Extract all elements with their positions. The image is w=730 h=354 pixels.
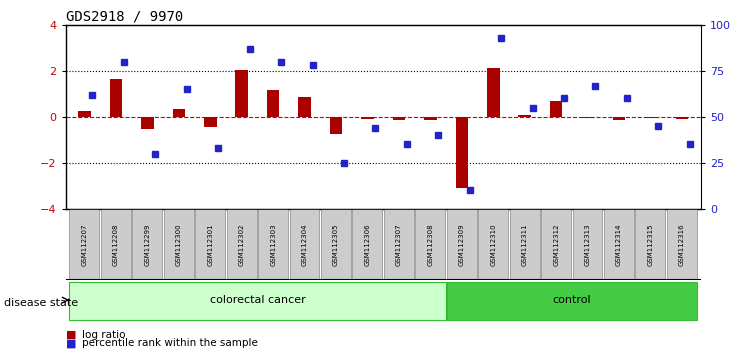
Bar (384, 209, 414, 280)
Text: GSM112314: GSM112314 (616, 223, 622, 266)
Bar (321, 209, 351, 280)
Bar (258, 209, 288, 280)
Bar (518, 115, 531, 117)
Text: log ratio: log ratio (82, 330, 126, 339)
Text: GSM112313: GSM112313 (585, 223, 591, 266)
Bar (110, 79, 123, 117)
Text: disease state: disease state (4, 298, 78, 308)
Text: GSM112300: GSM112300 (176, 223, 182, 266)
Bar (550, 101, 562, 117)
Bar (227, 209, 256, 280)
Text: GSM112301: GSM112301 (207, 223, 213, 266)
Bar (361, 117, 374, 119)
Bar (635, 209, 665, 280)
Bar (330, 117, 342, 134)
Bar (487, 69, 499, 117)
Text: GSM112311: GSM112311 (522, 223, 528, 266)
Bar (572, 209, 602, 280)
Bar (69, 282, 445, 320)
Bar (644, 117, 657, 118)
Text: GSM112303: GSM112303 (270, 223, 276, 266)
Bar (456, 117, 468, 188)
Bar (204, 117, 217, 127)
Bar (478, 209, 508, 280)
Text: GSM112302: GSM112302 (239, 223, 245, 266)
Text: GSM112305: GSM112305 (333, 223, 339, 266)
Bar (172, 109, 185, 117)
Text: GSM112307: GSM112307 (396, 223, 402, 266)
Bar (69, 209, 99, 280)
Bar (101, 209, 131, 280)
Text: GSM112306: GSM112306 (364, 223, 371, 266)
Bar (164, 209, 193, 280)
Bar (415, 209, 445, 280)
Bar (353, 209, 383, 280)
Bar (236, 70, 248, 117)
Text: GSM112208: GSM112208 (113, 223, 119, 266)
Text: ■: ■ (66, 330, 76, 339)
Bar (132, 209, 162, 280)
Bar (195, 209, 225, 280)
Text: percentile rank within the sample: percentile rank within the sample (82, 338, 258, 348)
Text: GSM112304: GSM112304 (301, 223, 307, 266)
Text: GSM112312: GSM112312 (553, 223, 559, 266)
Bar (510, 209, 539, 280)
Text: GDS2918 / 9970: GDS2918 / 9970 (66, 10, 183, 24)
Bar (676, 117, 688, 119)
Text: GSM112309: GSM112309 (459, 223, 465, 266)
Bar (666, 209, 696, 280)
Bar (541, 209, 571, 280)
Text: colorectal cancer: colorectal cancer (210, 295, 305, 305)
Text: GSM112316: GSM112316 (679, 223, 685, 266)
Bar (141, 117, 154, 130)
Text: GSM112299: GSM112299 (145, 223, 150, 266)
Bar (581, 117, 594, 118)
Text: GSM112315: GSM112315 (648, 223, 653, 266)
Bar (612, 117, 626, 120)
Bar (78, 111, 91, 117)
Text: ■: ■ (66, 338, 76, 348)
Bar (290, 209, 320, 280)
Bar (267, 90, 280, 117)
Bar (447, 282, 697, 320)
Bar (393, 117, 405, 120)
Bar (299, 97, 311, 117)
Bar (447, 209, 477, 280)
Bar (604, 209, 634, 280)
Text: GSM112310: GSM112310 (491, 223, 496, 266)
Text: control: control (553, 295, 591, 305)
Text: GSM112308: GSM112308 (427, 223, 434, 266)
Bar (424, 117, 437, 120)
Text: GSM112207: GSM112207 (82, 223, 88, 266)
